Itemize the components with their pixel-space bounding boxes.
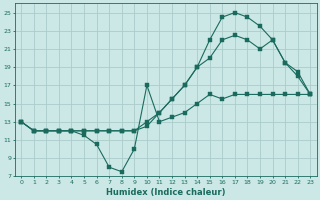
- X-axis label: Humidex (Indice chaleur): Humidex (Indice chaleur): [106, 188, 226, 197]
